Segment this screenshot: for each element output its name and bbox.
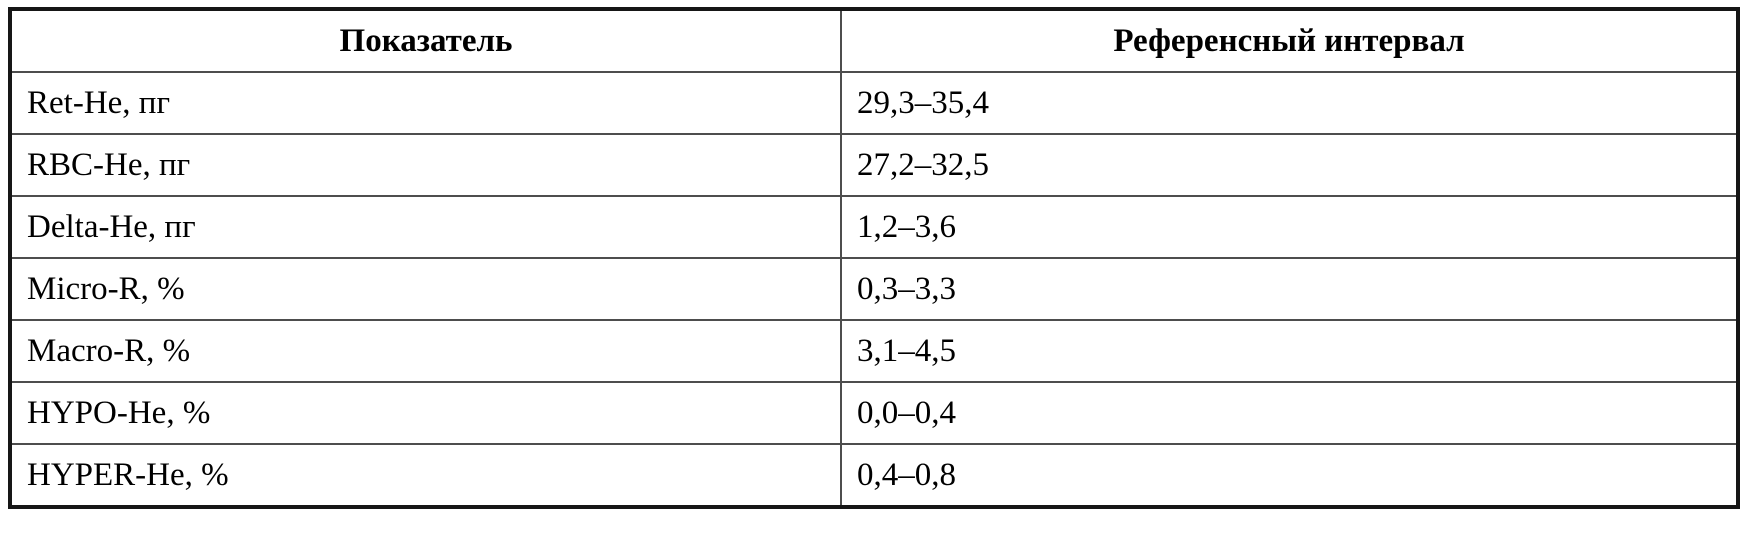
column-header-indicator: Показатель bbox=[9, 8, 842, 73]
table-body: Ret-He, пг 29,3–35,4 RBC-He, пг 27,2–32,… bbox=[9, 71, 1739, 508]
reference-interval-table: Показатель Референсный интервал Ret-He, … bbox=[8, 7, 1740, 509]
interval-cell: 0,3–3,3 bbox=[840, 257, 1739, 321]
indicator-cell: Delta-He, пг bbox=[9, 195, 842, 259]
table-row: Micro-R, % 0,3–3,3 bbox=[9, 257, 1739, 321]
column-header-reference-interval: Референсный интервал bbox=[840, 8, 1739, 73]
table-row: Macro-R, % 3,1–4,5 bbox=[9, 319, 1739, 383]
table-row: Ret-He, пг 29,3–35,4 bbox=[9, 71, 1739, 135]
interval-cell: 3,1–4,5 bbox=[840, 319, 1739, 383]
table-header: Показатель Референсный интервал bbox=[9, 8, 1739, 73]
indicator-cell: HYPER-He, % bbox=[9, 443, 842, 508]
interval-cell: 29,3–35,4 bbox=[840, 71, 1739, 135]
indicator-cell: HYPO-He, % bbox=[9, 381, 842, 445]
indicator-cell: Macro-R, % bbox=[9, 319, 842, 383]
indicator-cell: Ret-He, пг bbox=[9, 71, 842, 135]
table-row: RBC-He, пг 27,2–32,5 bbox=[9, 133, 1739, 197]
table-row: Delta-He, пг 1,2–3,6 bbox=[9, 195, 1739, 259]
table-row: HYPO-He, % 0,0–0,4 bbox=[9, 381, 1739, 445]
interval-cell: 27,2–32,5 bbox=[840, 133, 1739, 197]
table-row: HYPER-He, % 0,4–0,8 bbox=[9, 443, 1739, 508]
interval-cell: 0,0–0,4 bbox=[840, 381, 1739, 445]
indicator-cell: Micro-R, % bbox=[9, 257, 842, 321]
header-row: Показатель Референсный интервал bbox=[9, 8, 1739, 73]
interval-cell: 1,2–3,6 bbox=[840, 195, 1739, 259]
interval-cell: 0,4–0,8 bbox=[840, 443, 1739, 508]
indicator-cell: RBC-He, пг bbox=[9, 133, 842, 197]
